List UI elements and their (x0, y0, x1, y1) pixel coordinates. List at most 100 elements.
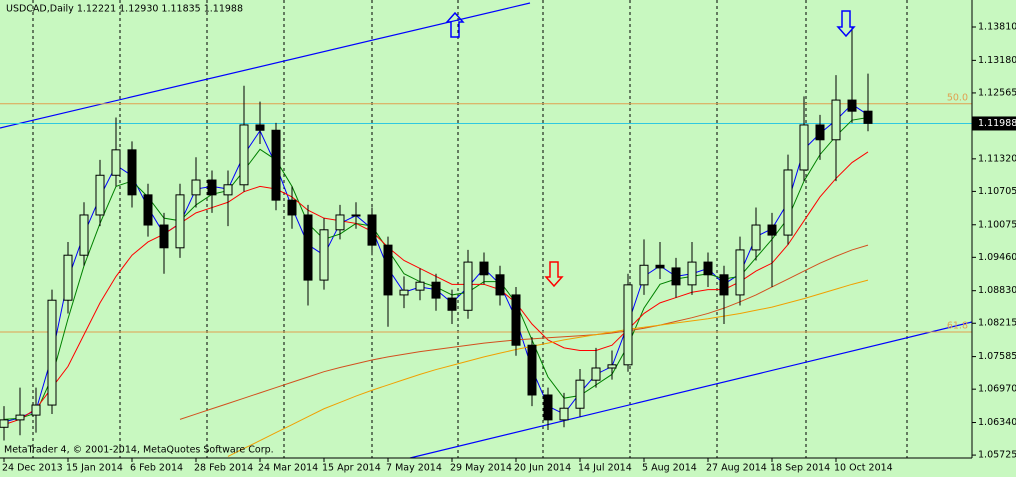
candle-body (719, 274, 729, 296)
candle-body (239, 124, 249, 186)
candle-body (303, 214, 313, 281)
candle-body (847, 99, 857, 112)
x-tick-label: 29 May 2014 (450, 463, 512, 474)
candle-body (447, 297, 457, 311)
x-tick-label: 24 Dec 2013 (2, 463, 63, 474)
candle-body (495, 274, 505, 296)
candle-body (639, 264, 649, 286)
candle-body (47, 299, 57, 406)
candle-body (655, 264, 665, 269)
candle-body (863, 110, 873, 124)
y-tick-label: 1.05725 (978, 450, 1016, 461)
x-tick-label: 7 May 2014 (386, 463, 442, 474)
up-arrow (445, 11, 465, 38)
candle-body (815, 124, 825, 141)
candle-body (319, 229, 329, 281)
y-tick-label: 1.06970 (978, 384, 1016, 395)
y-tick-label: 1.12565 (978, 87, 1016, 98)
x-tick-label: 20 Jun 2014 (514, 463, 571, 474)
x-tick-label: 14 Jul 2014 (578, 463, 632, 474)
candle-body (767, 224, 777, 236)
down-arrow (544, 261, 564, 288)
candle-body (799, 124, 809, 171)
fibo-label: 50.0 (947, 92, 968, 103)
y-tick-label: 1.07585 (978, 351, 1016, 362)
chart-title: USDCAD,Daily 1.12221 1.12930 1.11835 1.1… (6, 4, 243, 15)
arrows (445, 10, 856, 288)
candle-body (0, 419, 9, 428)
candle-body (223, 184, 233, 196)
y-tick-label: 1.08215 (978, 318, 1016, 329)
channel-line (0, 2, 531, 129)
down-arrow (836, 10, 856, 38)
x-tick-label: 24 Mar 2014 (258, 463, 318, 474)
candle-body (79, 214, 89, 256)
candle-body (191, 179, 201, 196)
candle-body (591, 367, 601, 381)
candle-body (159, 224, 169, 249)
candle-body (703, 261, 713, 276)
candle-body (111, 149, 121, 176)
candle-body (95, 174, 105, 216)
x-tick-label: 28 Feb 2014 (194, 463, 253, 474)
candle-body (399, 289, 409, 296)
candle-body (431, 281, 441, 299)
candle-body (511, 294, 521, 346)
y-tick-label: 1.10075 (978, 219, 1016, 230)
candle-body (63, 254, 73, 301)
y-tick-label: 1.10705 (978, 186, 1016, 197)
x-tick-label: 15 Apr 2014 (322, 463, 381, 474)
x-tick-label: 18 Sep 2014 (770, 463, 830, 474)
candle-body (271, 129, 281, 201)
candle-body (751, 224, 761, 251)
candle-body (367, 214, 377, 246)
candle-body (335, 214, 345, 231)
candle-body (287, 199, 297, 216)
moving-average (227, 279, 869, 457)
candle-body (175, 194, 185, 249)
candle-body (607, 364, 617, 369)
candle-body (831, 99, 841, 141)
candle-body (255, 124, 265, 131)
candle-body (127, 149, 137, 196)
current-price-label: 1.11988 (978, 118, 1016, 129)
candle-body (351, 214, 361, 217)
period-separators (32, 0, 908, 458)
x-tick-label: 15 Jan 2014 (66, 463, 123, 474)
candle-body (15, 414, 25, 421)
plot-area: 50.0 61.8 (0, 2, 972, 458)
y-tick-label: 1.09460 (978, 252, 1016, 263)
moving-average (179, 244, 869, 420)
channel-line (409, 321, 972, 458)
candle-body (415, 281, 425, 291)
candle-body (623, 284, 633, 366)
y-tick-label: 1.08830 (978, 285, 1016, 296)
candle-body (735, 249, 745, 296)
candle-body (143, 194, 153, 226)
candle-body (527, 344, 537, 396)
x-tick-label: 27 Aug 2014 (706, 463, 767, 474)
candle-body (479, 261, 489, 276)
x-tick-label: 5 Aug 2014 (642, 463, 697, 474)
candle-body (575, 379, 585, 409)
fibo-label: 61.8 (947, 320, 968, 331)
candle-body (31, 404, 41, 416)
y-tick-label: 1.06340 (978, 417, 1016, 428)
y-tick-label: 1.13180 (978, 55, 1016, 66)
y-tick-label: 1.11320 (978, 153, 1016, 164)
candle-body (783, 169, 793, 236)
candle-body (463, 261, 473, 311)
x-tick-label: 6 Feb 2014 (130, 463, 183, 474)
y-tick-label: 1.13810 (978, 22, 1016, 33)
x-tick-label: 10 Oct 2014 (834, 463, 893, 474)
current-price-box (972, 116, 1016, 131)
candle-body (671, 267, 681, 286)
candle-body (207, 179, 217, 196)
candle-body (543, 394, 553, 421)
candle-body (559, 407, 569, 421)
candle-body (383, 244, 393, 296)
candle-body (687, 261, 697, 286)
watermark: MetaTrader 4, © 2001-2014, MetaQuotes So… (4, 445, 274, 456)
